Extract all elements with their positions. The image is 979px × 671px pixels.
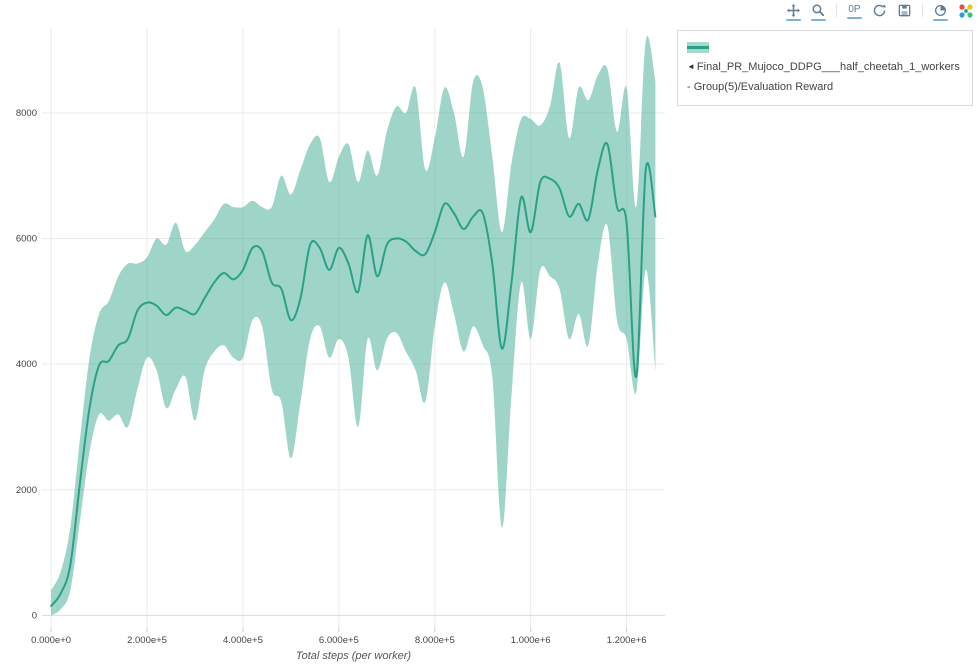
pan-button[interactable] bbox=[786, 3, 801, 21]
series-swatch-icon bbox=[687, 42, 709, 53]
x-axis-title: Total steps (per worker) bbox=[295, 650, 412, 662]
modebar-separator bbox=[922, 4, 923, 17]
zoom-scale-button[interactable]: 0P bbox=[847, 3, 862, 21]
refresh-button[interactable] bbox=[872, 3, 887, 21]
confidence-band bbox=[51, 35, 656, 616]
plotly-logo-icon bbox=[958, 3, 974, 19]
zoom-icon bbox=[811, 3, 826, 18]
history-button[interactable] bbox=[933, 3, 948, 21]
x-tick-label: 1.200e+6 bbox=[607, 635, 647, 646]
pan-icon bbox=[786, 3, 801, 18]
x-tick-label: 0.000e+0 bbox=[31, 635, 71, 646]
mean-line bbox=[50, 141, 657, 607]
zoom-active-underline bbox=[811, 19, 826, 21]
y-tick-label: 6000 bbox=[16, 233, 37, 244]
zoom-button[interactable] bbox=[811, 3, 826, 21]
save-button[interactable] bbox=[897, 3, 912, 21]
y-tick-label: 0 bbox=[32, 610, 37, 621]
y-tick-label: 8000 bbox=[16, 108, 37, 119]
y-tick-label: 4000 bbox=[16, 359, 37, 370]
history-active-underline bbox=[933, 19, 948, 21]
plotly-logo-button[interactable] bbox=[958, 3, 974, 21]
x-tick-label: 8.000e+5 bbox=[415, 635, 455, 646]
modebar: 0P bbox=[786, 3, 974, 21]
save-icon bbox=[897, 3, 912, 18]
legend-series-label: Final_PR_Mujoco_DDPG___half_cheetah_1_wo… bbox=[687, 61, 960, 93]
modebar-separator bbox=[836, 4, 837, 17]
x-tick-label: 1.000e+6 bbox=[511, 635, 551, 646]
x-tick-label: 4.000e+5 bbox=[223, 635, 263, 646]
history-icon bbox=[933, 3, 948, 18]
legend-toggle-arrow-icon: ◄ bbox=[687, 62, 695, 72]
zoom-scale-icon: 0P bbox=[848, 4, 861, 15]
x-tick-label: 2.000e+5 bbox=[127, 635, 167, 646]
y-tick-label: 2000 bbox=[16, 485, 37, 496]
legend-item[interactable]: ◄ Final_PR_Mujoco_DDPG___half_cheetah_1_w… bbox=[687, 42, 960, 93]
refresh-icon bbox=[872, 3, 887, 18]
legend: ◄ Final_PR_Mujoco_DDPG___half_cheetah_1_w… bbox=[677, 30, 973, 106]
pan-active-underline bbox=[786, 19, 801, 21]
x-tick-label: 6.000e+5 bbox=[319, 635, 359, 646]
zoom-scale-active-underline bbox=[847, 17, 862, 19]
